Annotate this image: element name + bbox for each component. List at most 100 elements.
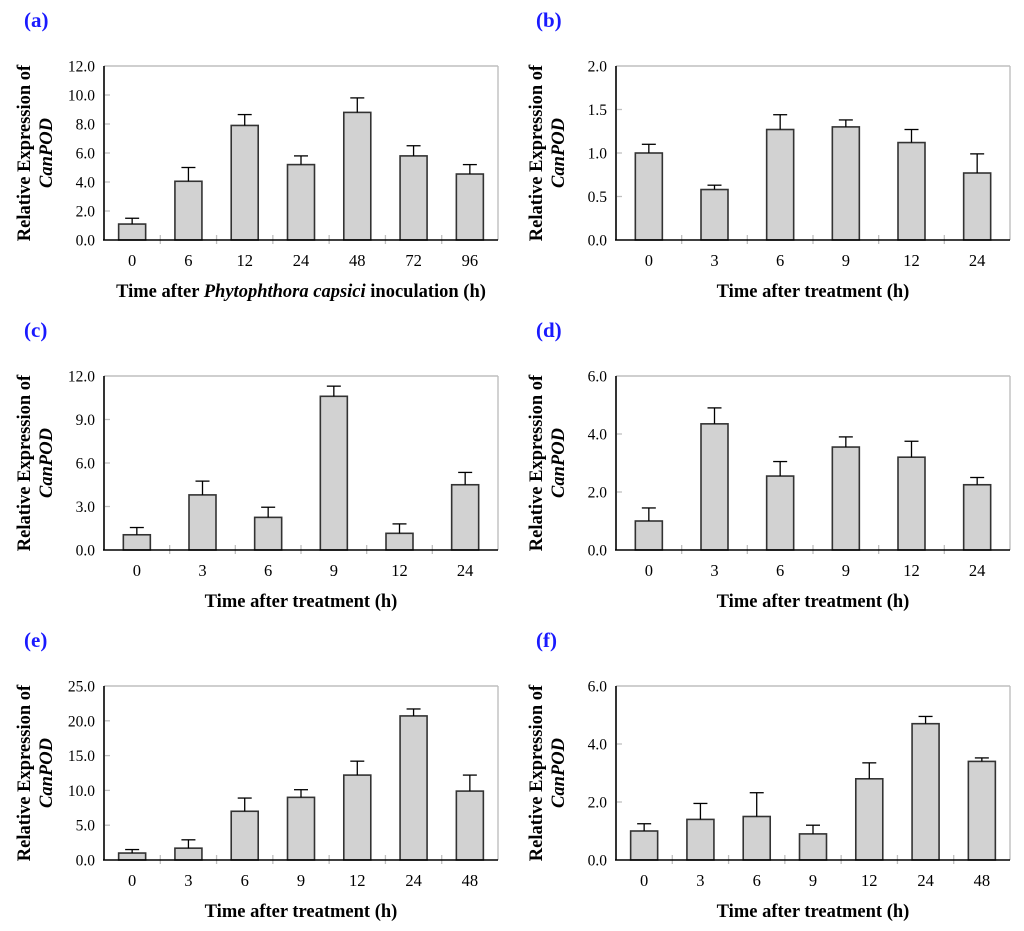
svg-text:2.0: 2.0 bbox=[588, 795, 608, 812]
plot-border bbox=[616, 375, 1011, 550]
svg-text:9.0: 9.0 bbox=[76, 412, 96, 429]
y-axis-ticks: 0.0 0.5 1.0 1.5 2.0 bbox=[588, 59, 622, 250]
panel-d: (d) 0.0 2.0 4.0 6.0 0 3 6 9 12 24 Time after treat… bbox=[512, 310, 1024, 620]
bars bbox=[629, 715, 997, 861]
bar bbox=[967, 760, 997, 861]
x-axis-title: Time after treatment (h) bbox=[205, 902, 398, 922]
y-axis-title-line2: CanPOD bbox=[549, 118, 569, 188]
svg-text:0.0: 0.0 bbox=[588, 233, 608, 250]
bar bbox=[700, 188, 729, 241]
y-axis-ticks: 0.0 3.0 6.0 9.0 12.0 bbox=[68, 369, 110, 560]
bar bbox=[117, 852, 147, 861]
bar bbox=[174, 847, 203, 861]
axes bbox=[103, 376, 498, 551]
bar bbox=[253, 516, 283, 551]
svg-text:12: 12 bbox=[236, 251, 253, 270]
panel-label-b: (b) bbox=[536, 8, 562, 32]
svg-text:4.0: 4.0 bbox=[76, 175, 96, 192]
bar-chart-d: 0.0 2.0 4.0 6.0 0 3 6 9 12 24 Time after treatment… bbox=[527, 369, 1011, 612]
axes bbox=[615, 376, 1010, 551]
svg-text:12.0: 12.0 bbox=[68, 369, 95, 386]
bar bbox=[634, 520, 664, 551]
svg-text:6.0: 6.0 bbox=[588, 369, 608, 386]
bar bbox=[286, 796, 316, 861]
bar bbox=[765, 128, 795, 241]
panel-label-f: (f) bbox=[536, 628, 557, 652]
svg-text:12: 12 bbox=[903, 561, 920, 580]
bar bbox=[634, 152, 664, 241]
bars bbox=[117, 708, 485, 861]
svg-text:12: 12 bbox=[861, 871, 878, 890]
panel-e: (e) 0.0 5.0 10.0 15.0 20.0 25.0 0 3 6 9 12 24 48 Time… bbox=[0, 620, 512, 930]
bar bbox=[385, 532, 414, 551]
svg-text:0: 0 bbox=[645, 251, 653, 270]
panel-label-c: (c) bbox=[24, 318, 48, 342]
y-axis-title-line2: CanPOD bbox=[549, 428, 569, 498]
svg-text:0.0: 0.0 bbox=[588, 543, 608, 560]
svg-text:9: 9 bbox=[809, 871, 817, 890]
bar bbox=[174, 180, 203, 241]
y-axis-title-line1: Relative Expression of bbox=[15, 374, 35, 551]
panel-a: (a) 0.0 2.0 4.0 6.0 8.0 10.0 12.0 0 6 12 24 48 72 96 T… bbox=[0, 0, 512, 310]
y-axis-title-line1: Relative Expression of bbox=[15, 684, 35, 861]
axes bbox=[615, 66, 1010, 241]
bar bbox=[897, 141, 926, 241]
bar bbox=[911, 722, 940, 861]
y-axis-ticks: 0.0 5.0 10.0 15.0 20.0 25.0 bbox=[68, 679, 110, 870]
y-axis-title-line2: CanPOD bbox=[549, 738, 569, 808]
svg-text:12.0: 12.0 bbox=[68, 59, 95, 76]
svg-text:48: 48 bbox=[349, 251, 366, 270]
svg-text:24: 24 bbox=[457, 561, 474, 580]
svg-text:6: 6 bbox=[241, 871, 249, 890]
x-tick-labels: 0 6 12 24 48 72 96 bbox=[128, 251, 478, 270]
svg-text:0.0: 0.0 bbox=[76, 233, 96, 250]
svg-text:2.0: 2.0 bbox=[588, 485, 608, 502]
bars bbox=[634, 407, 992, 551]
bar bbox=[629, 830, 659, 861]
plot-border bbox=[616, 685, 1011, 860]
bar bbox=[188, 494, 217, 551]
plot-border bbox=[104, 375, 499, 550]
x-axis-title: Time after Phytophthora capsici inoculat… bbox=[116, 282, 486, 302]
svg-text:9: 9 bbox=[330, 561, 338, 580]
y-axis-ticks: 0.0 2.0 4.0 6.0 bbox=[588, 369, 622, 560]
svg-text:0: 0 bbox=[645, 561, 653, 580]
bar bbox=[230, 124, 260, 241]
bar bbox=[230, 810, 260, 861]
bar bbox=[962, 172, 992, 241]
x-tick-labels: 0 3 6 9 12 24 48 bbox=[128, 871, 478, 890]
bar bbox=[831, 126, 861, 241]
bar bbox=[319, 395, 349, 551]
panel-label-d: (d) bbox=[536, 318, 562, 342]
svg-text:24: 24 bbox=[917, 871, 934, 890]
svg-text:0.0: 0.0 bbox=[76, 853, 96, 870]
bar bbox=[342, 111, 372, 241]
svg-text:25.0: 25.0 bbox=[68, 679, 95, 696]
x-axis-title: Time after treatment (h) bbox=[717, 282, 910, 302]
bar bbox=[450, 483, 480, 551]
svg-text:10.0: 10.0 bbox=[68, 88, 95, 105]
y-axis-title-line1: Relative Expression of bbox=[527, 374, 547, 551]
panel-b: (b) 0.0 0.5 1.0 1.5 2.0 0 3 6 9 12 24 Time after tr… bbox=[512, 0, 1024, 310]
svg-text:4.0: 4.0 bbox=[588, 427, 608, 444]
svg-text:0: 0 bbox=[128, 251, 136, 270]
bar bbox=[765, 475, 795, 551]
svg-text:5.0: 5.0 bbox=[76, 818, 96, 835]
bar bbox=[831, 446, 861, 551]
svg-text:0.5: 0.5 bbox=[588, 189, 608, 206]
bar bbox=[455, 173, 485, 241]
svg-text:2.0: 2.0 bbox=[76, 204, 96, 221]
panel-f: (f) 0.0 2.0 4.0 6.0 0 3 6 9 12 24 48 Time after tre… bbox=[512, 620, 1024, 930]
bar-chart-b: 0.0 0.5 1.0 1.5 2.0 0 3 6 9 12 24 Time after treatm… bbox=[527, 59, 1011, 302]
svg-text:0.0: 0.0 bbox=[588, 853, 608, 870]
bar bbox=[897, 456, 926, 551]
svg-text:20.0: 20.0 bbox=[68, 713, 95, 730]
svg-text:3: 3 bbox=[710, 561, 718, 580]
bar bbox=[742, 815, 772, 861]
bar bbox=[342, 774, 372, 861]
x-tick-labels: 0 3 6 9 12 24 bbox=[645, 251, 986, 270]
svg-text:0: 0 bbox=[128, 871, 136, 890]
bars bbox=[634, 114, 992, 241]
panel-label-e: (e) bbox=[24, 628, 48, 652]
